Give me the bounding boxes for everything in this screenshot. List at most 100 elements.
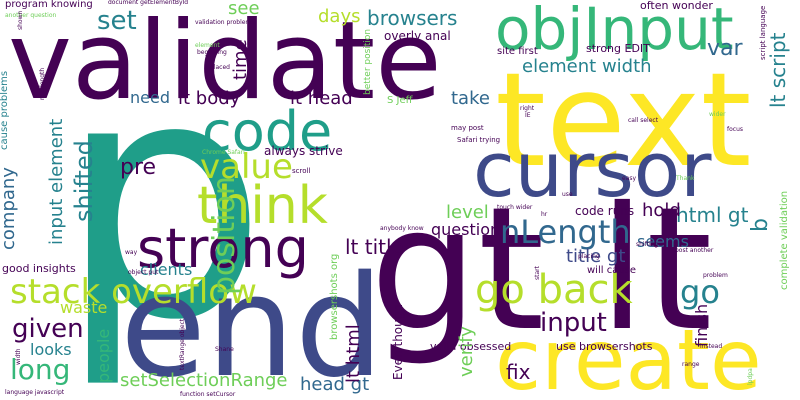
word-input: input bbox=[540, 308, 607, 338]
word-code-runs: code runs bbox=[575, 204, 635, 218]
word-text: text bbox=[495, 44, 752, 196]
word-textRange-object: textRange object bbox=[179, 318, 186, 370]
word-use-browsershots: use browsershots bbox=[556, 340, 653, 353]
word-another-question: another question bbox=[5, 12, 57, 19]
word-IE: IE bbox=[525, 112, 531, 119]
word-strong: strong bbox=[137, 217, 309, 280]
word-days: days bbox=[318, 6, 361, 27]
word-wider: wider bbox=[709, 111, 726, 118]
word-good-insights: good insights bbox=[2, 262, 76, 275]
word-Chrome-Safari: Chrome Safari bbox=[202, 149, 245, 156]
word-lt-body: lt body bbox=[178, 88, 241, 109]
word-stack-overflow: stack overflow bbox=[10, 272, 257, 312]
word-lt-title: lt title bbox=[345, 235, 404, 259]
word-way: way bbox=[125, 249, 138, 256]
word-pre: pre bbox=[120, 155, 157, 180]
word-lt-head: lt head bbox=[290, 88, 353, 109]
word-looks: looks bbox=[30, 340, 72, 359]
word-browsershots-org: browsershots org bbox=[329, 253, 340, 340]
word-length: length bbox=[119, 60, 126, 80]
word-placed: placed bbox=[210, 64, 230, 71]
word-language-javascript: language javascript bbox=[5, 389, 65, 396]
word-browsers: browsers bbox=[367, 6, 458, 30]
word-lpdpa: range bbox=[682, 361, 700, 368]
word-think: think bbox=[197, 176, 328, 236]
word-element-width: element width bbox=[522, 56, 652, 77]
word-title-gt: title gt bbox=[566, 246, 626, 267]
word-overly-anal: overly anal bbox=[384, 29, 451, 43]
word-valid-obsessed: valid obsessed bbox=[430, 340, 512, 353]
word-waste: waste bbox=[60, 298, 108, 317]
word-long: long bbox=[10, 353, 71, 386]
word-beginning: beginning bbox=[197, 49, 227, 56]
word-go-back: go back bbox=[475, 267, 633, 313]
word-objInput: objInput bbox=[495, 0, 734, 63]
word-start: start bbox=[534, 266, 541, 280]
word-always-strive: always strive bbox=[264, 144, 343, 158]
word-site-first: site first bbox=[497, 46, 538, 57]
word-clients: clients bbox=[140, 260, 193, 279]
word-better-position: better position bbox=[363, 28, 373, 95]
word-anybody-know: anybody know bbox=[380, 225, 424, 232]
word-lt-html: lt html bbox=[343, 324, 364, 383]
word-html-gt: html gt bbox=[676, 203, 749, 227]
word-validate: validate bbox=[8, 0, 442, 124]
word-cause-problems: cause problems bbox=[0, 70, 10, 150]
word-use: use bbox=[562, 191, 573, 198]
word-call-select: call select bbox=[628, 117, 659, 124]
word-maxlength: maxlength bbox=[39, 67, 46, 100]
word-given: given bbox=[12, 314, 84, 344]
word-focus: focus bbox=[727, 126, 744, 133]
word-function-setCursor: function setCursor bbox=[180, 391, 236, 398]
word-input-element: input element bbox=[46, 118, 67, 245]
word-document-getElementById: document getElementById bbox=[108, 0, 189, 6]
word-scroll: scroll bbox=[292, 167, 311, 175]
word-Safari-trying: Safari trying bbox=[457, 136, 501, 144]
word-script-language: script language bbox=[759, 5, 767, 60]
word-shifting: shifting bbox=[636, 241, 659, 248]
word-complete-validation: complete validation bbox=[779, 190, 790, 290]
word-head-gt: head gt bbox=[300, 374, 370, 395]
word-position: position bbox=[207, 176, 242, 295]
word-lt-script: lt script bbox=[766, 32, 790, 109]
word-set: set bbox=[97, 6, 137, 36]
word-instead: instead bbox=[700, 343, 723, 350]
word-go: go bbox=[680, 273, 720, 311]
word-range: lpdpa bbox=[747, 368, 754, 385]
word-hold: hold bbox=[642, 200, 681, 221]
word-program-knowing: program knowing bbox=[5, 0, 93, 10]
word-code: code bbox=[202, 100, 333, 163]
word-time: time bbox=[230, 39, 251, 80]
word-Shane: Shane bbox=[215, 346, 234, 353]
word-setSelectionRange: setSelectionRange bbox=[120, 370, 288, 391]
word-will-cause: will cause bbox=[587, 265, 637, 276]
word-hr: hr bbox=[541, 211, 548, 218]
word-need: need bbox=[130, 88, 170, 107]
word-verify: verify bbox=[456, 326, 477, 377]
word-shifted: shifted bbox=[70, 140, 98, 222]
word-cursor: cursor bbox=[473, 125, 712, 214]
word-strong-EDIT: strong EDIT bbox=[586, 42, 650, 55]
word-p: p bbox=[58, 8, 268, 392]
word-touch-wider: touch wider bbox=[497, 204, 533, 211]
word-nLength: nLength bbox=[500, 213, 631, 251]
word-right: right bbox=[520, 105, 535, 112]
word-var: var bbox=[707, 36, 743, 61]
word-fix: fix bbox=[506, 360, 531, 384]
word-finish: finish bbox=[692, 303, 711, 347]
word-placing: placing bbox=[578, 253, 600, 260]
word-easy: easy bbox=[622, 175, 637, 182]
word-often-wonder: often wonder bbox=[640, 0, 713, 12]
word-S-Jeff: S Jeff bbox=[387, 95, 413, 106]
word-post-another: post another bbox=[675, 247, 714, 254]
word-width: width bbox=[15, 348, 22, 365]
word-question: question bbox=[431, 220, 501, 239]
word-create: create bbox=[495, 311, 762, 400]
word-validation-problems: validation problems bbox=[195, 19, 255, 26]
word-may-post: may post bbox=[451, 124, 484, 132]
word-gt-lt: gt lt bbox=[370, 171, 713, 369]
word-Even-though: Even though bbox=[391, 304, 405, 380]
word-element: element bbox=[195, 42, 220, 49]
word-object-put: object put bbox=[128, 269, 159, 276]
